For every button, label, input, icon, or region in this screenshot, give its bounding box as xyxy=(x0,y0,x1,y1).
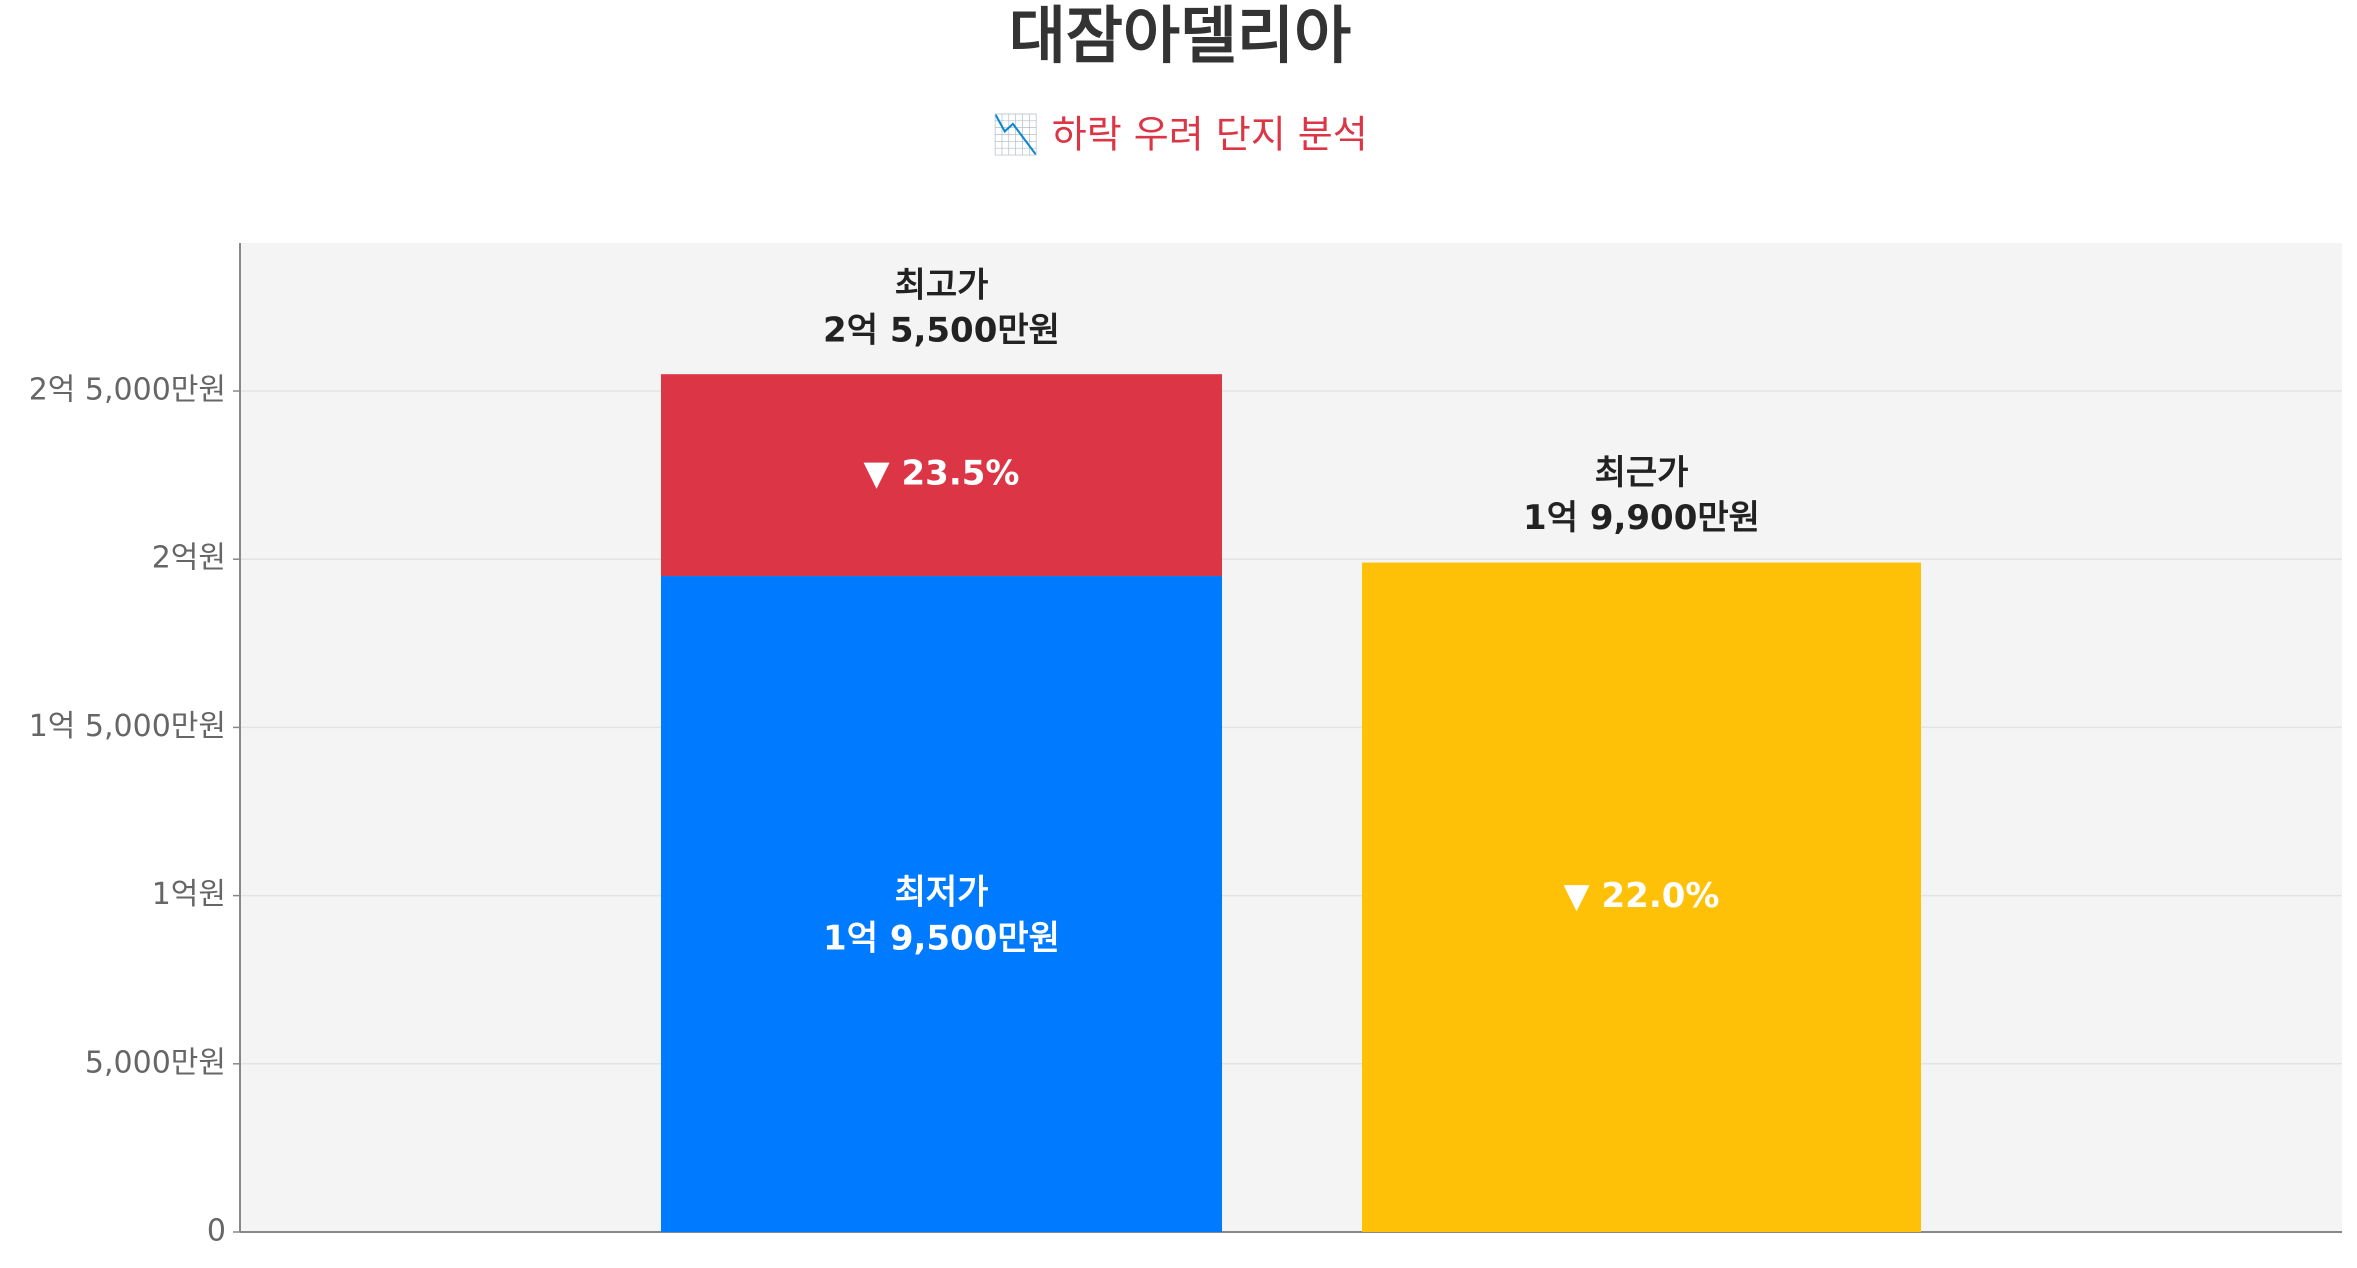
chart-subtitle: 📉 하락 우려 단지 분석 xyxy=(992,113,1367,157)
series-name: 최근가 xyxy=(1595,453,1689,493)
series-name: 최저가 xyxy=(895,873,989,913)
y-tick-label: 1억원 xyxy=(152,877,226,912)
y-tick-label: 5,000만원 xyxy=(85,1045,226,1080)
annotation-label: 2억 5,500만원 xyxy=(823,311,1060,351)
bar xyxy=(661,374,1222,577)
plot-area xyxy=(240,243,2342,1232)
change-label: ▼ 23.5% xyxy=(864,454,1020,494)
y-tick-label: 0 xyxy=(207,1214,226,1249)
y-tick-label: 2억 5,000만원 xyxy=(29,373,226,408)
value-label: 1억 9,900만원 xyxy=(1523,498,1760,538)
value-label: 1억 9,500만원 xyxy=(823,919,1060,959)
y-tick-label: 2억원 xyxy=(152,541,226,576)
y-tick-label: 1억 5,000만원 xyxy=(29,709,226,744)
chart-title: 대잠아델리아 xyxy=(1009,0,1351,72)
bar xyxy=(1362,562,1921,1232)
bar xyxy=(661,576,1222,1232)
change-label: ▼ 22.0% xyxy=(1564,876,1720,916)
annotation-title: 최고가 xyxy=(895,266,989,306)
